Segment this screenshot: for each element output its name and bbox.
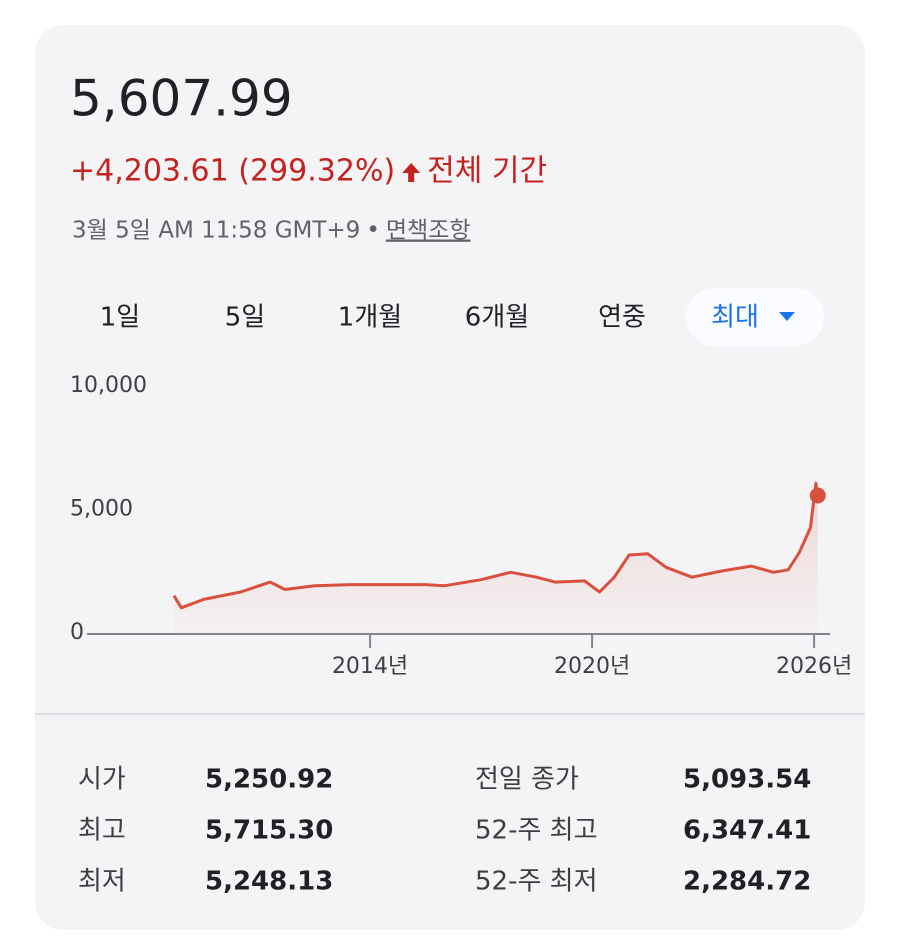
stat-label: 최저: [78, 867, 126, 897]
period: 전체 기간: [427, 154, 547, 189]
last-point: [809, 487, 826, 504]
y-tick-label: 5,000: [70, 497, 133, 522]
x-tick-label: 2014년: [332, 654, 408, 679]
stat-value: 6,347.41: [683, 816, 811, 846]
price: 5,607.99: [70, 70, 293, 128]
separator: •: [366, 218, 380, 244]
stat-value: 2,284.72: [683, 867, 811, 897]
range-tab[interactable]: 1일: [100, 303, 140, 333]
timestamp: 3월 5일 AM 11:58 GMT+9: [72, 218, 360, 244]
y-tick-label: 0: [70, 620, 84, 645]
stat-label: 52-주 최저: [475, 867, 598, 897]
stat-label: 시가: [78, 765, 126, 795]
change: +4,203.61 (299.32%): [70, 154, 395, 189]
stat-value: 5,248.13: [205, 867, 333, 897]
tab-selected-bg: [686, 288, 824, 346]
range-tab[interactable]: 최대: [711, 303, 759, 333]
stat-value: 5,250.92: [205, 765, 333, 795]
up-arrow: [402, 163, 421, 182]
dropdown-icon: [779, 312, 795, 321]
price-line: [172, 481, 820, 610]
area: [173, 483, 818, 634]
range-tab[interactable]: 1개월: [338, 303, 402, 333]
x-tick-label: 2026년: [776, 654, 852, 679]
range-tab[interactable]: 5일: [225, 303, 265, 333]
stat-value: 5,093.54: [683, 765, 811, 795]
range-tab[interactable]: 연중: [598, 303, 646, 333]
range-tab[interactable]: 6개월: [465, 303, 529, 333]
disclaimer[interactable]: 면책조항: [386, 218, 471, 244]
y-tick-label: 10,000: [70, 373, 147, 398]
stat-label: 52-주 최고: [475, 816, 598, 846]
stat-value: 5,715.30: [205, 816, 333, 846]
stat-label: 최고: [78, 816, 126, 846]
stat-label: 전일 종가: [475, 765, 579, 795]
card: [35, 25, 865, 930]
x-tick-label: 2020년: [554, 654, 630, 679]
